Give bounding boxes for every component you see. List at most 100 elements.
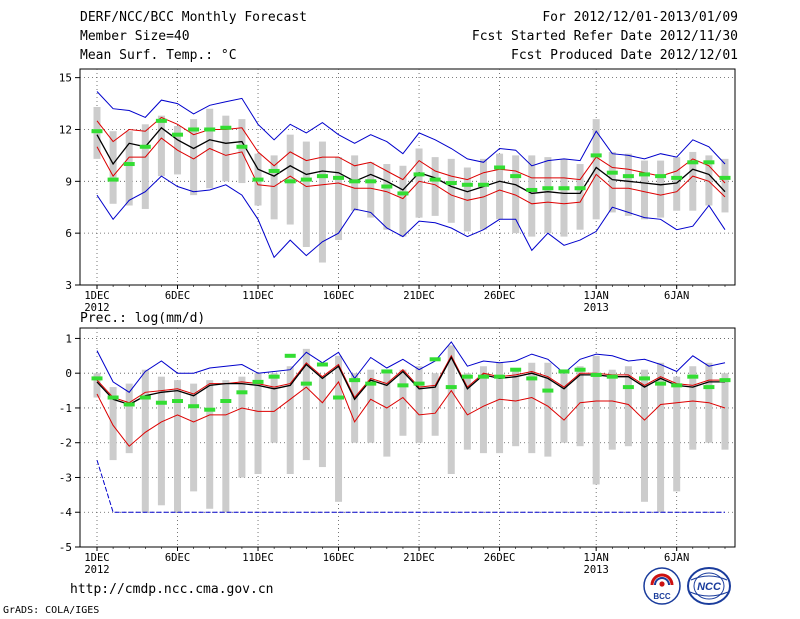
observed-marker [284, 179, 296, 184]
observed-marker [123, 162, 135, 167]
spread-bar [576, 164, 584, 230]
observed-marker [622, 385, 634, 390]
observed-marker [91, 376, 103, 381]
x-tick-label: 16DEC [323, 552, 355, 564]
y-tick-label: -2 [59, 437, 72, 450]
observed-marker [236, 144, 248, 149]
observed-marker [397, 191, 409, 196]
observed-marker [558, 186, 570, 191]
spread-bar [125, 131, 133, 206]
spread-bar [512, 369, 520, 447]
spread-bar [657, 362, 665, 513]
series-line-min [96, 459, 725, 513]
observed-marker [188, 127, 200, 132]
observed-marker [413, 172, 425, 177]
spread-bar [206, 380, 214, 509]
series-line-max [96, 91, 726, 167]
observed-marker [155, 118, 167, 123]
observed-marker [381, 184, 393, 189]
spread-bar [222, 380, 230, 513]
observed-marker [574, 367, 586, 372]
observed-marker [622, 174, 634, 179]
observed-marker [719, 378, 731, 383]
observed-marker [638, 172, 650, 177]
observed-marker [365, 381, 377, 386]
spread-bar [592, 119, 600, 220]
spread-bar [512, 155, 520, 234]
observed-marker [349, 179, 361, 184]
spread-bar [479, 158, 487, 230]
y-tick-label: 15 [59, 72, 72, 85]
observed-marker [188, 404, 200, 409]
y-tick-label: 6 [65, 227, 72, 240]
observed-marker [220, 125, 232, 130]
spread-bar [431, 373, 439, 436]
spread-bar [190, 119, 198, 196]
spread-bar [399, 369, 407, 436]
source-url: http://cmdp.ncc.cma.gov.cn [70, 582, 274, 597]
spread-bar [141, 124, 149, 209]
observed-marker [445, 385, 457, 390]
observed-marker [204, 407, 216, 412]
observed-marker [655, 381, 667, 386]
spread-bar [544, 157, 552, 234]
spread-bar [222, 115, 230, 182]
series-line-p90 [96, 354, 725, 404]
observed-marker [316, 362, 328, 367]
spread-bar [367, 162, 375, 218]
observed-marker [316, 174, 328, 179]
x-tick-label: 26DEC [484, 290, 516, 302]
observed-marker [542, 388, 554, 393]
observed-marker [413, 381, 425, 386]
spread-bar [383, 164, 391, 230]
observed-marker [429, 177, 441, 182]
spread-bar [576, 366, 584, 447]
spread-bar [657, 160, 665, 218]
spread-bar [624, 366, 632, 447]
spread-bar [560, 373, 568, 443]
spread-bar [367, 369, 375, 443]
spread-bar [705, 155, 713, 206]
observed-marker [703, 160, 715, 165]
grads-credit: GrADS: COLA/IGES [3, 605, 100, 616]
spread-bar [431, 157, 439, 216]
spread-bar [463, 373, 471, 450]
spread-bar [190, 383, 198, 492]
spread-bar [254, 373, 262, 474]
series-line-p10 [96, 137, 726, 205]
y-tick-label: -5 [59, 541, 72, 554]
spread-bar [608, 369, 616, 450]
spread-bar [270, 373, 278, 443]
y-tick-label: -1 [59, 402, 72, 415]
spread-bar [157, 115, 165, 177]
y-tick-label: 0 [65, 367, 72, 380]
spread-bar [109, 131, 117, 204]
x-tick-label: 21DEC [403, 290, 435, 302]
observed-marker [687, 374, 699, 379]
observed-marker [333, 175, 345, 180]
spread-bar [640, 369, 648, 502]
chart-title: DERF/NCC/BCC Monthly Forecast [80, 10, 307, 25]
y-tick-label: -3 [59, 471, 72, 484]
observed-marker [461, 374, 473, 379]
spread-bar [721, 373, 729, 450]
forecast-period: For 2012/12/01-2013/01/09 [542, 10, 738, 25]
spread-bar [673, 157, 681, 211]
observed-marker [284, 353, 296, 358]
x-tick-label: 1DEC [84, 552, 109, 564]
temperature-panel-label: Mean Surf. Temp.: °C [80, 48, 237, 63]
observed-marker [139, 395, 151, 400]
observed-marker [606, 374, 618, 379]
spread-bar [544, 362, 552, 457]
y-tick-label: 12 [59, 123, 72, 136]
observed-marker [719, 175, 731, 180]
spread-bar [689, 366, 697, 450]
spread-bar [238, 119, 246, 184]
observed-marker [365, 179, 377, 184]
x-tick-label: 6JAN [664, 290, 689, 302]
spread-bar [157, 376, 165, 506]
y-tick-label: -4 [59, 506, 73, 519]
x-tick-label: 11DEC [242, 552, 274, 564]
